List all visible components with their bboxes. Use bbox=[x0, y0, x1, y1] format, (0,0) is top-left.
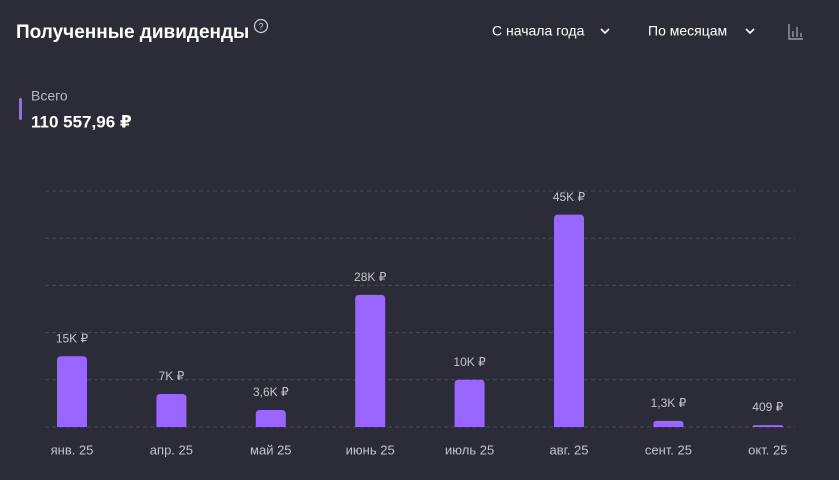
value-label: 28K ₽ bbox=[354, 270, 387, 284]
summary-label: Всего bbox=[31, 88, 68, 104]
x-tick-label: июль 25 bbox=[445, 442, 494, 457]
x-tick-label: окт. 25 bbox=[748, 442, 787, 457]
value-label: 7K ₽ bbox=[159, 369, 185, 383]
value-label: 45K ₽ bbox=[553, 190, 586, 204]
chart-icon[interactable] bbox=[788, 24, 803, 40]
x-tick-label: июнь 25 bbox=[346, 442, 395, 457]
value-label: 15K ₽ bbox=[56, 331, 89, 345]
value-label: 1,3K ₽ bbox=[651, 396, 687, 410]
bar bbox=[57, 356, 87, 427]
bar bbox=[554, 214, 584, 427]
value-label: 409 ₽ bbox=[752, 400, 783, 414]
bar bbox=[156, 393, 187, 427]
value-label: 10K ₽ bbox=[453, 355, 486, 369]
legend-swatch bbox=[19, 98, 22, 120]
help-icon[interactable]: ? bbox=[253, 18, 269, 34]
x-tick-label: сент. 25 bbox=[645, 442, 692, 457]
bar bbox=[653, 420, 684, 427]
x-tick-label: янв. 25 bbox=[51, 442, 94, 457]
help-mark[interactable]: ? bbox=[258, 21, 263, 31]
chevron[interactable] bbox=[600, 28, 610, 35]
period-value[interactable]: С начала года bbox=[492, 23, 585, 39]
value-label: 3,6K ₽ bbox=[253, 385, 289, 399]
bar bbox=[454, 379, 485, 427]
bar bbox=[355, 294, 386, 427]
chevron[interactable] bbox=[745, 28, 755, 35]
plot: янв. 25 15K ₽ апр. 25 7K ₽ май 25 3,6K ₽ июнь … bbox=[45, 190, 795, 457]
x-tick-label: май 25 bbox=[250, 442, 292, 457]
grouping-dropdown[interactable]: По месяцам bbox=[648, 23, 755, 39]
bar bbox=[752, 425, 783, 427]
widget-title: Полученные дивиденды bbox=[16, 22, 249, 43]
help-circle[interactable] bbox=[253, 18, 269, 34]
bar bbox=[255, 410, 286, 427]
grouping-value[interactable]: По месяцам bbox=[648, 23, 727, 39]
summary-value: 110 557,96 ₽ bbox=[31, 112, 132, 131]
x-tick-label: апр. 25 bbox=[150, 442, 193, 457]
period-dropdown[interactable]: С начала года bbox=[492, 23, 610, 39]
chart-type-button[interactable] bbox=[788, 24, 803, 40]
x-tick-label: авг. 25 bbox=[550, 442, 589, 457]
